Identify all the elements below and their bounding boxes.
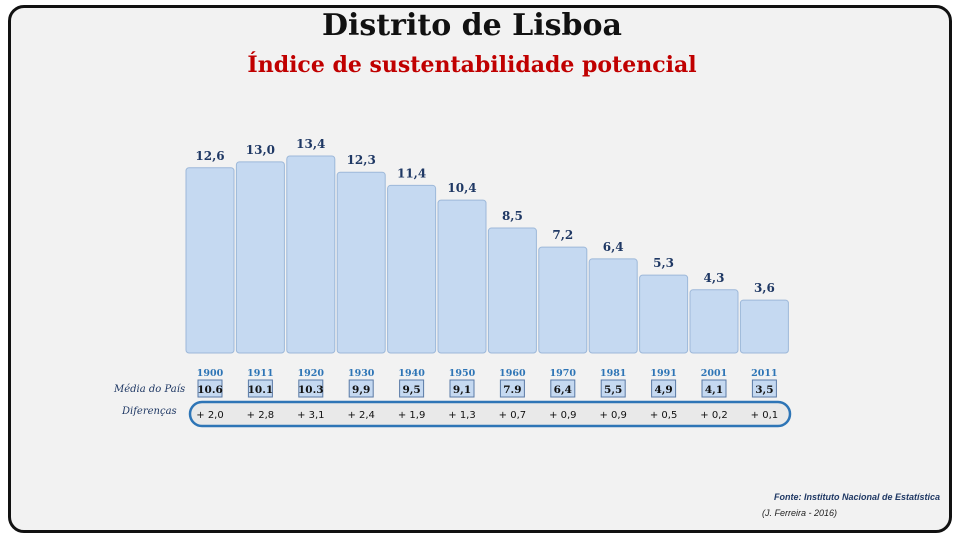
value-label-1950: 10,4 <box>447 181 476 195</box>
difference-value-1900: + 2,0 <box>196 410 223 421</box>
difference-value-1960: + 0,7 <box>499 410 526 421</box>
value-label-1900: 12,6 <box>195 149 224 163</box>
year-label-1900: 1900 <box>197 368 224 379</box>
year-label-2001: 2001 <box>701 368 727 379</box>
value-label-1970: 7,2 <box>552 228 573 242</box>
year-label-1960: 1960 <box>499 368 526 379</box>
media-box-1930 <box>348 379 374 398</box>
value-label-1960: 8,5 <box>502 209 523 223</box>
media-box-1981 <box>600 379 626 398</box>
chart-title: Distrito de Lisboa <box>322 8 622 43</box>
value-label-2011: 3,6 <box>754 281 775 295</box>
media-value-2011: 3,5 <box>755 384 773 396</box>
bar-1970 <box>538 246 588 354</box>
bar-1960 <box>487 227 537 354</box>
media-box-1940 <box>399 379 425 398</box>
media-value-1970: 6,4 <box>554 384 572 396</box>
author-note: (J. Ferreira - 2016) <box>762 508 838 518</box>
media-value-1930: 9,9 <box>352 384 370 396</box>
media-value-1960: 7.9 <box>503 384 521 396</box>
value-label-1991: 5,3 <box>653 256 674 270</box>
difference-value-1981: + 0,9 <box>599 410 626 421</box>
bar-2001 <box>689 289 739 354</box>
difference-value-1920: + 3,1 <box>297 410 324 421</box>
diferencas-row-label: Diferenças <box>122 406 177 417</box>
bar-1911 <box>235 161 285 354</box>
media-value-1911: 10.1 <box>248 384 274 396</box>
media-value-1950: 9,1 <box>453 384 471 396</box>
media-value-1981: 5,5 <box>604 384 622 396</box>
media-box-1970 <box>550 379 576 398</box>
difference-value-1940: + 1,9 <box>398 410 425 421</box>
value-label-1911: 13,0 <box>246 143 275 157</box>
difference-value-2001: + 0,2 <box>700 410 727 421</box>
year-label-1991: 1991 <box>650 368 676 379</box>
media-value-1900: 10.6 <box>197 384 223 396</box>
differences-outline <box>188 400 792 428</box>
bar-1981 <box>588 258 638 354</box>
media-box-1920 <box>298 379 324 398</box>
difference-value-1930: + 2,4 <box>347 410 374 421</box>
year-label-1940: 1940 <box>398 368 425 379</box>
media-box-1900 <box>197 379 223 398</box>
media-box-1950 <box>449 379 475 398</box>
bar-2011 <box>739 299 789 354</box>
bar-1940 <box>387 184 437 354</box>
value-label-1940: 11,4 <box>397 166 426 180</box>
bar-1920 <box>286 155 336 354</box>
bar-1900 <box>185 167 235 354</box>
difference-value-2011: + 0,1 <box>751 410 778 421</box>
source-note: Fonte: Instituto Nacional de Estatística <box>773 492 940 502</box>
difference-value-1950: + 1,3 <box>448 410 475 421</box>
media-value-1940: 9,5 <box>402 384 420 396</box>
media-box-1960 <box>499 379 525 398</box>
year-label-1911: 1911 <box>247 368 273 379</box>
media-value-1991: 4,9 <box>654 384 672 396</box>
difference-value-1970: + 0,9 <box>549 410 576 421</box>
year-label-1970: 1970 <box>550 368 577 379</box>
media-row-label: Média do País <box>114 384 186 395</box>
value-label-1981: 6,4 <box>603 240 624 254</box>
value-label-1930: 12,3 <box>347 153 376 167</box>
difference-value-1911: + 2,8 <box>247 410 274 421</box>
value-label-1920: 13,4 <box>296 137 325 151</box>
media-box-1991 <box>651 379 677 398</box>
bar-1991 <box>639 274 689 354</box>
media-box-1911 <box>247 379 273 398</box>
bar-1930 <box>336 171 386 354</box>
year-label-1920: 1920 <box>298 368 325 379</box>
year-label-1981: 1981 <box>600 368 626 379</box>
bar-1950 <box>437 199 487 354</box>
media-value-2001: 4,1 <box>705 384 723 396</box>
chart-subtitle: Índice de sustentabilidade potencial <box>247 52 697 78</box>
media-box-2001 <box>701 379 727 398</box>
media-value-1920: 10.3 <box>298 384 324 396</box>
year-label-1950: 1950 <box>449 368 476 379</box>
year-label-2011: 2011 <box>751 368 777 379</box>
media-box-2011 <box>751 379 777 398</box>
value-label-2001: 4,3 <box>704 271 725 285</box>
year-label-1930: 1930 <box>348 368 375 379</box>
difference-value-1991: + 0,5 <box>650 410 677 421</box>
